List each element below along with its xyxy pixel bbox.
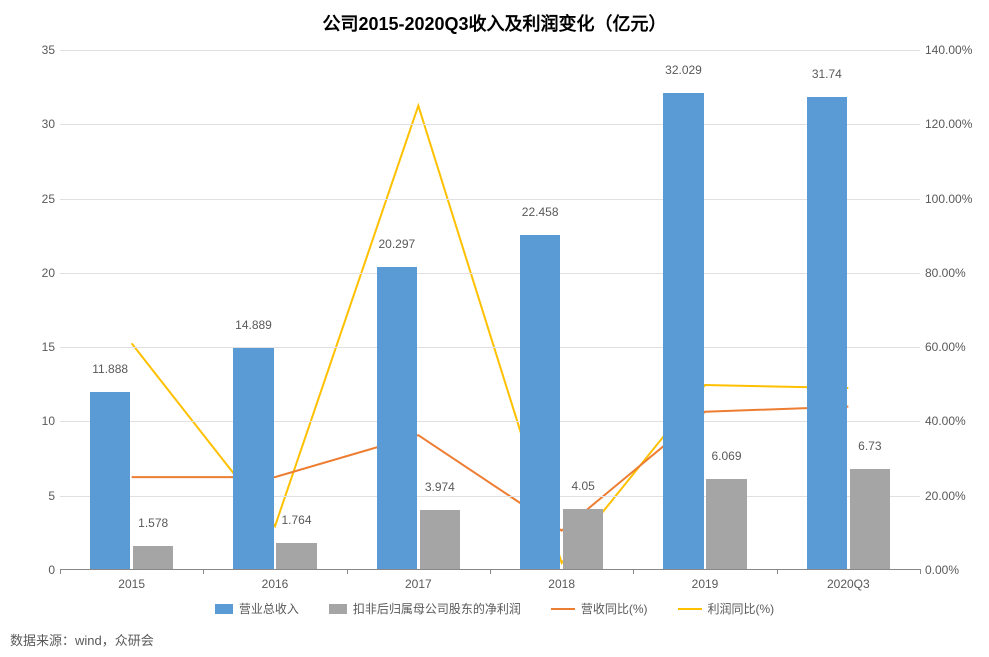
revenue-bar: [520, 235, 560, 569]
profit-bar: [706, 479, 746, 569]
y-left-tick-label: 15: [5, 340, 55, 354]
y-right-tick-label: 40.00%: [925, 414, 985, 428]
x-tick-label: 2015: [118, 577, 145, 591]
legend: 营业总收入 扣非后归属母公司股东的净利润 营收同比(%) 利润同比(%): [0, 600, 989, 617]
data-source: 数据来源：wind，众研会: [10, 630, 154, 649]
revenue-bar-label: 14.889: [235, 318, 272, 332]
x-tick-mark: [633, 569, 634, 574]
legend-label-profit: 扣非后归属母公司股东的净利润: [353, 600, 521, 617]
x-tick-label: 2017: [405, 577, 432, 591]
gridline: [60, 124, 920, 125]
x-tick-label: 2020Q3: [827, 577, 870, 591]
legend-item-revenue-yoy: 营收同比(%): [551, 600, 648, 617]
y-left-tick-label: 20: [5, 266, 55, 280]
y-left-tick-label: 25: [5, 192, 55, 206]
y-right-tick-label: 20.00%: [925, 489, 985, 503]
x-tick-mark: [920, 569, 921, 574]
profit-bar-label: 6.73: [858, 439, 881, 453]
profit-bar: [850, 469, 890, 569]
gridline: [60, 496, 920, 497]
profit-bar-label: 4.05: [571, 479, 594, 493]
x-tick-mark: [203, 569, 204, 574]
revenue-bar: [663, 93, 703, 569]
legend-swatch-revenue: [215, 604, 233, 614]
gridline: [60, 199, 920, 200]
revenue-bar-label: 20.297: [378, 237, 415, 251]
x-tick-mark: [777, 569, 778, 574]
plot-area: 00.00%520.00%1040.00%1560.00%2080.00%251…: [60, 50, 920, 570]
revenue-bar-label: 22.458: [522, 205, 559, 219]
legend-label-revenue: 营业总收入: [239, 600, 299, 617]
revenue-bar: [807, 97, 847, 569]
profit-bar-label: 6.069: [711, 449, 741, 463]
legend-swatch-profit-yoy: [678, 608, 702, 610]
x-tick-label: 2018: [548, 577, 575, 591]
legend-label-revenue-yoy: 营收同比(%): [581, 600, 648, 617]
profit-bar: [276, 543, 316, 569]
profit-bar: [563, 509, 603, 569]
profit-bar-label: 3.974: [425, 480, 455, 494]
y-right-tick-label: 140.00%: [925, 43, 985, 57]
y-right-tick-label: 60.00%: [925, 340, 985, 354]
y-left-tick-label: 35: [5, 43, 55, 57]
legend-item-revenue: 营业总收入: [215, 600, 299, 617]
gridline: [60, 273, 920, 274]
y-left-tick-label: 0: [5, 563, 55, 577]
y-right-tick-label: 0.00%: [925, 563, 985, 577]
gridline: [60, 421, 920, 422]
x-tick-mark: [490, 569, 491, 574]
revenue-bar: [233, 348, 273, 569]
x-tick-mark: [60, 569, 61, 574]
profit-bar-label: 1.578: [138, 516, 168, 530]
gridline: [60, 347, 920, 348]
profit-bar-label: 1.764: [281, 513, 311, 527]
x-tick-label: 2019: [692, 577, 719, 591]
legend-item-profit: 扣非后归属母公司股东的净利润: [329, 600, 521, 617]
profit-bar: [133, 546, 173, 569]
y-left-tick-label: 10: [5, 414, 55, 428]
x-tick-mark: [347, 569, 348, 574]
legend-swatch-profit: [329, 604, 347, 614]
line-overlay: [60, 50, 920, 569]
chart-container: 公司2015-2020Q3收入及利润变化（亿元） 00.00%520.00%10…: [0, 0, 989, 657]
revenue-bar-label: 31.74: [812, 67, 842, 81]
revenue-bar: [377, 267, 417, 569]
y-left-tick-label: 30: [5, 117, 55, 131]
x-tick-label: 2016: [262, 577, 289, 591]
revenue-bar-label: 11.888: [92, 362, 128, 376]
legend-swatch-revenue-yoy: [551, 608, 575, 610]
y-left-tick-label: 5: [5, 489, 55, 503]
legend-label-profit-yoy: 利润同比(%): [708, 600, 775, 617]
y-right-tick-label: 80.00%: [925, 266, 985, 280]
gridline: [60, 50, 920, 51]
y-right-tick-label: 100.00%: [925, 192, 985, 206]
revenue-bar: [90, 392, 130, 569]
profit-bar: [420, 510, 460, 569]
revenue-bar-label: 32.029: [665, 63, 702, 77]
legend-item-profit-yoy: 利润同比(%): [678, 600, 775, 617]
y-right-tick-label: 120.00%: [925, 117, 985, 131]
chart-title: 公司2015-2020Q3收入及利润变化（亿元）: [0, 10, 989, 36]
